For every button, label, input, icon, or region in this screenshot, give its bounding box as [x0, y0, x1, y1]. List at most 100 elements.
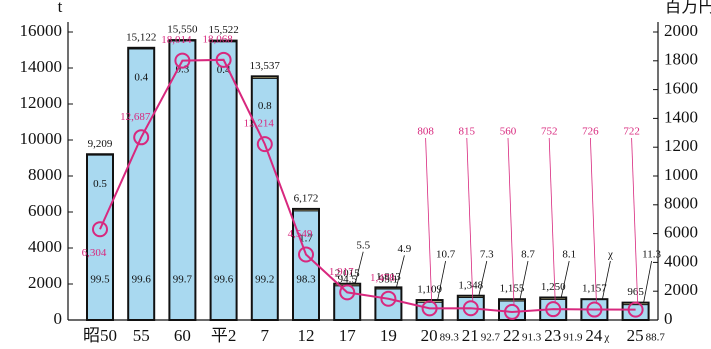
y2-unit: 百万円 [665, 0, 711, 16]
share-label: 10.7 [436, 249, 456, 261]
leader [560, 260, 570, 298]
x-tick-label: 22 [503, 326, 520, 345]
leader [466, 137, 474, 302]
y2-tick-label: 2000 [664, 280, 698, 299]
share-label: 99.5 [90, 274, 110, 286]
line-point [298, 246, 314, 263]
y2-tick-label: 2000 [664, 21, 698, 40]
line-label: 808 [417, 126, 434, 138]
line-point [92, 221, 108, 238]
x-tick-label: 23 [544, 326, 561, 345]
y2-tick-label: 1000 [664, 165, 698, 184]
share-label: 95.1 [379, 274, 398, 286]
total-label: 15,122 [126, 31, 156, 43]
total-label: 9,209 [88, 138, 113, 150]
share-label: 91.3 [522, 332, 542, 344]
line-label: 6,304 [82, 247, 107, 259]
leader [602, 260, 611, 300]
y2-tick-label: 1400 [664, 107, 698, 126]
bar-outline [168, 39, 197, 321]
bar-outline [86, 153, 114, 321]
y-tick-label: 0 [54, 309, 63, 328]
y2-tick-label: 8000 [664, 194, 698, 213]
y2-tick-label: 0 [664, 309, 673, 328]
bar-outline [374, 286, 403, 321]
line-label: 18,014 [161, 34, 192, 46]
leader [507, 137, 515, 305]
y-tick-label: 14000 [20, 57, 63, 76]
line-label: 18,068 [202, 33, 233, 45]
line-label: 722 [623, 126, 640, 138]
y2-tick-label: 1600 [664, 79, 698, 98]
share-label: 0.4 [134, 71, 148, 83]
line-point [545, 301, 562, 318]
total-label: 1,157 [582, 283, 607, 295]
leader [354, 251, 364, 284]
leader [396, 255, 405, 288]
share-label: 0.5 [93, 178, 107, 190]
share-label: χ [607, 249, 613, 261]
y-tick-label: 2000 [28, 273, 62, 292]
share-label: 99.2 [255, 274, 274, 286]
total-label: 2,015 [335, 267, 360, 279]
bar-outline [333, 282, 362, 322]
share-label: 4.9 [398, 243, 412, 255]
y-tick-label: 6000 [28, 201, 62, 220]
share-label: 0.8 [258, 100, 272, 112]
line-point [133, 129, 150, 146]
line-point [462, 300, 479, 317]
y-tick-label: 8000 [28, 165, 62, 184]
y-tick-label: 10000 [20, 129, 63, 148]
x-tick-label: 17 [339, 326, 357, 345]
leader [548, 137, 556, 303]
leader [590, 137, 597, 303]
share-label: 92.7 [481, 332, 501, 344]
total-label: 15,522 [208, 24, 238, 36]
x-tick-label: 平2 [211, 326, 237, 345]
share-label: 8.1 [562, 249, 576, 261]
bar-outline [292, 207, 320, 322]
total-label: 1,813 [376, 271, 401, 283]
share-label: 99.6 [132, 274, 152, 286]
total-label: 6,172 [294, 192, 319, 204]
line-label: 1,478 [370, 272, 395, 284]
leader [425, 137, 432, 302]
leader [437, 260, 446, 301]
line-point [380, 290, 397, 307]
line-label: 752 [541, 126, 558, 138]
y2-tick-label: 6000 [664, 223, 698, 242]
share-label: 1.7 [299, 232, 313, 244]
y-tick-label: 12000 [20, 93, 63, 112]
bar-segment [622, 304, 650, 321]
share-label: 11.3 [642, 249, 661, 261]
total-label: 965 [627, 286, 644, 298]
y-tick-label: 4000 [28, 237, 62, 256]
share-label: χ [603, 332, 609, 344]
line-label: 815 [459, 126, 476, 138]
line-point [504, 303, 520, 320]
leader [478, 260, 488, 296]
share-label: 99.6 [214, 274, 234, 286]
x-tick-label: 20 [421, 326, 438, 345]
x-tick-label: 12 [298, 326, 315, 345]
share-label: 94.5 [338, 274, 358, 286]
bar-segment [416, 301, 444, 321]
share-label: 5.5 [356, 239, 370, 251]
x-tick-label: 60 [174, 326, 191, 345]
x-tick-label: 昭50 [83, 326, 117, 345]
bar-outline [250, 75, 279, 321]
total-label: 1,250 [541, 281, 566, 293]
line-label: 1,917 [329, 266, 354, 278]
line-label: 12,687 [120, 111, 151, 123]
leader [519, 260, 529, 300]
line-label: 560 [500, 126, 517, 138]
total-label: 1,109 [417, 284, 442, 296]
share-label: 7.3 [480, 249, 494, 261]
line-point [339, 284, 356, 301]
y2-tick-label: 1800 [664, 50, 698, 69]
share-label: 91.9 [563, 332, 583, 344]
line-label: 12,214 [244, 118, 275, 130]
total-label: 13,537 [250, 60, 281, 72]
line-point [421, 300, 438, 317]
